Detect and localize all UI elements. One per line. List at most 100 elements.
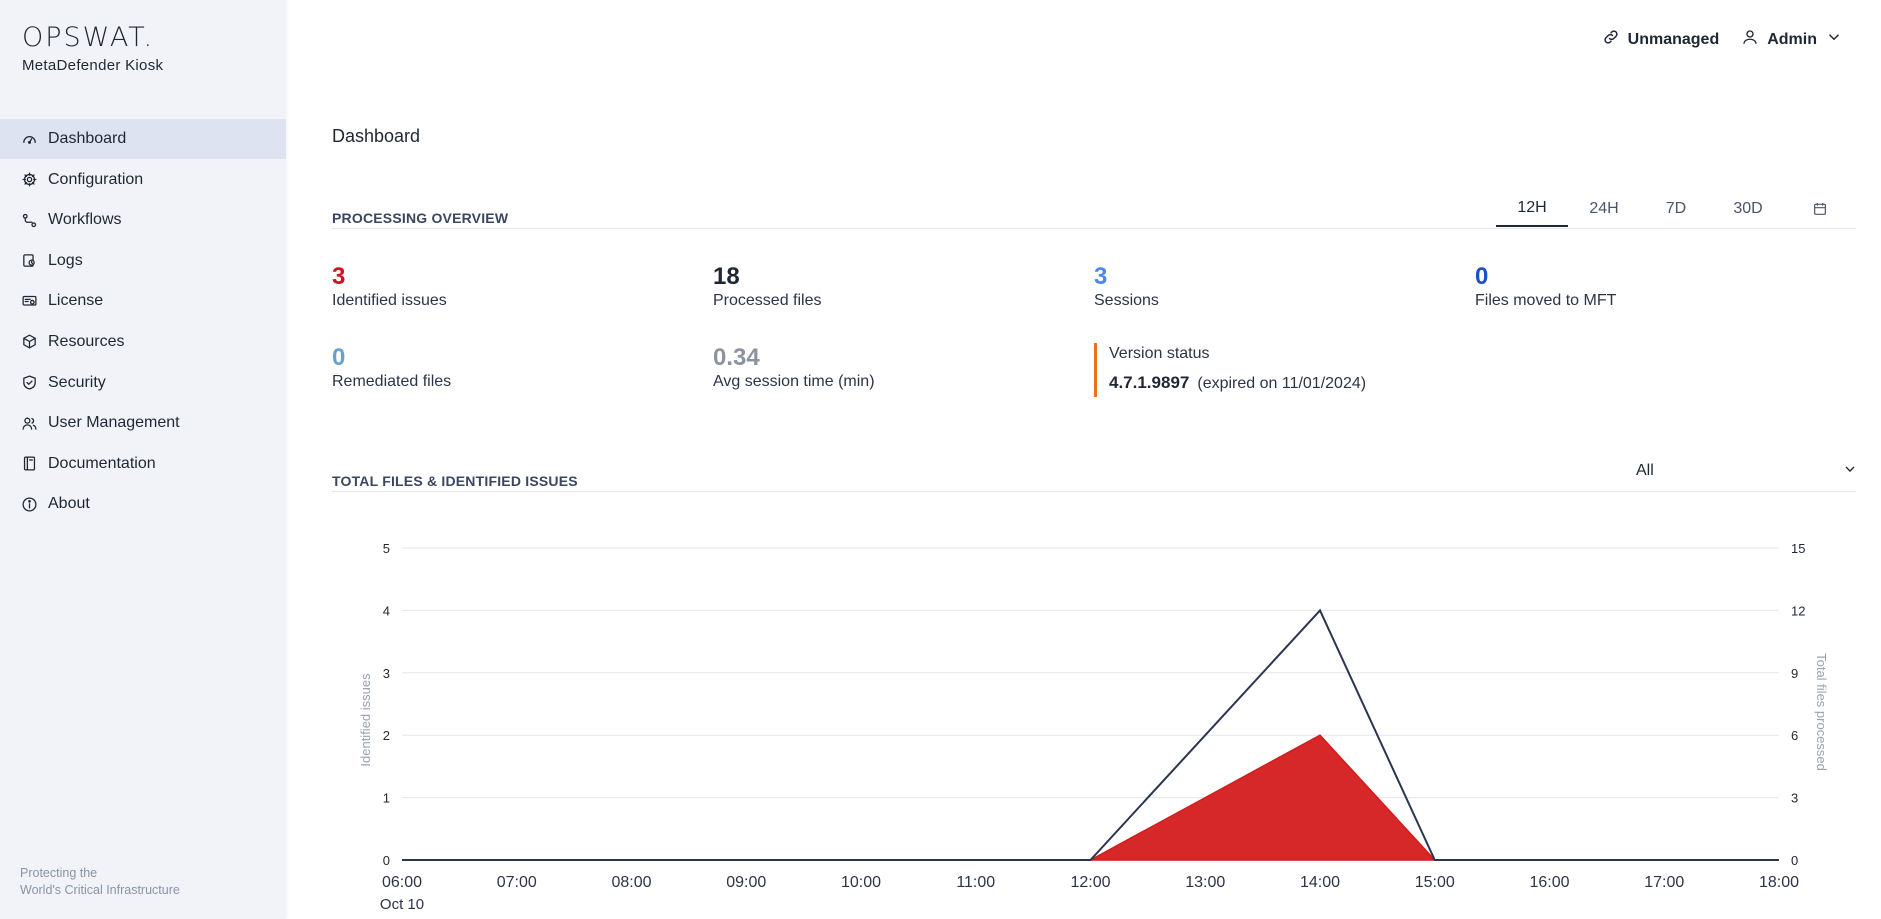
sidebar-item-documentation[interactable]: Documentation bbox=[0, 444, 286, 484]
right-tick-label: 12 bbox=[1791, 603, 1805, 618]
version-number: 4.7.1.9897 bbox=[1109, 373, 1190, 392]
sidebar-item-label: Security bbox=[48, 373, 106, 391]
dashboard-icon bbox=[20, 130, 38, 148]
metric-value: 18 bbox=[713, 263, 740, 290]
calendar-icon[interactable] bbox=[1784, 191, 1856, 227]
metric-avg-session: 0.34 Avg session time (min) bbox=[713, 344, 875, 391]
cube-icon bbox=[20, 333, 38, 351]
version-status-title: Version status bbox=[1109, 345, 1210, 362]
metric-value: 3 bbox=[332, 263, 346, 290]
topbar: Unmanaged Admin bbox=[1602, 28, 1843, 51]
sidebar-item-dashboard[interactable]: Dashboard bbox=[0, 119, 286, 159]
left-axis-title: Identified issues bbox=[358, 673, 373, 767]
product-name: MetaDefender Kiosk bbox=[22, 57, 164, 74]
right-tick-label: 0 bbox=[1791, 853, 1798, 868]
sidebar-item-label: License bbox=[48, 292, 104, 310]
metric-sessions: 3 Sessions bbox=[1094, 263, 1159, 310]
opswat-logo: OPSWAT. bbox=[22, 22, 155, 53]
right-tick-label: 6 bbox=[1791, 728, 1798, 743]
x-tick-label: 08:00 bbox=[611, 874, 651, 891]
tab-12h[interactable]: 12H bbox=[1496, 191, 1568, 227]
left-tick-label: 1 bbox=[383, 791, 390, 806]
sidebar-item-license[interactable]: License bbox=[0, 281, 286, 321]
metric-remediated-files: 0 Remediated files bbox=[332, 344, 451, 391]
tagline-line-1: Protecting the bbox=[20, 866, 98, 880]
shield-icon bbox=[20, 374, 38, 392]
section-divider bbox=[332, 228, 1856, 229]
x-tick-label: 07:00 bbox=[497, 874, 537, 891]
metric-label: Remediated files bbox=[332, 373, 452, 390]
sidebar-item-user-management[interactable]: User Management bbox=[0, 403, 286, 443]
issues-filter-select[interactable]: All bbox=[1636, 458, 1858, 484]
info-icon bbox=[20, 495, 38, 513]
select-value: All bbox=[1636, 462, 1654, 479]
x-tick-label: 15:00 bbox=[1415, 874, 1455, 891]
tab-30d[interactable]: 30D bbox=[1733, 200, 1763, 217]
version-status: Version status 4.7.1.9897 (expired on 11/… bbox=[1094, 343, 1366, 397]
x-tick-label: 09:00 bbox=[726, 874, 766, 891]
right-tick-label: 9 bbox=[1791, 666, 1798, 681]
metric-value: 0.34 bbox=[713, 344, 760, 371]
gear-icon bbox=[20, 171, 38, 189]
metric-label: Identified issues bbox=[332, 292, 447, 309]
left-tick-label: 0 bbox=[383, 853, 390, 868]
logs-icon bbox=[20, 252, 38, 270]
metric-value: 0 bbox=[332, 344, 346, 371]
book-icon bbox=[20, 455, 38, 473]
workflow-icon bbox=[20, 211, 38, 229]
version-note: (expired on 11/01/2024) bbox=[1197, 375, 1367, 392]
brand: OPSWAT. MetaDefender Kiosk bbox=[22, 24, 163, 74]
right-tick-label: 15 bbox=[1791, 541, 1805, 556]
x-tick-label: 13:00 bbox=[1185, 874, 1225, 891]
x-tick-label: 16:00 bbox=[1529, 874, 1569, 891]
chevron-down-icon bbox=[1842, 461, 1858, 482]
license-icon bbox=[20, 292, 38, 310]
sidebar-item-label: Workflows bbox=[48, 211, 122, 229]
total-files-line bbox=[402, 608, 1779, 861]
tagline-line-2: World's Critical Infrastructure bbox=[20, 883, 180, 897]
user-name: Admin bbox=[1767, 30, 1817, 48]
section-divider bbox=[332, 491, 1856, 492]
sidebar-nav: Dashboard Configuration Workflows Logs Licen… bbox=[0, 119, 286, 525]
user-menu[interactable]: Admin bbox=[1741, 28, 1843, 51]
sidebar-item-label: Dashboard bbox=[48, 130, 127, 147]
sidebar-item-workflows[interactable]: Workflows bbox=[0, 200, 286, 240]
x-tick-label: 17:00 bbox=[1644, 874, 1684, 891]
sidebar-item-label: User Management bbox=[48, 414, 180, 432]
sidebar-item-logs[interactable]: Logs bbox=[0, 241, 286, 281]
sidebar-item-configuration[interactable]: Configuration bbox=[0, 160, 286, 200]
sidebar-item-resources[interactable]: Resources bbox=[0, 322, 286, 362]
page-title: Dashboard bbox=[332, 126, 421, 146]
x-date-label: Oct 10 bbox=[380, 896, 424, 913]
metric-files-moved: 0 Files moved to MFT bbox=[1475, 263, 1616, 310]
users-icon bbox=[20, 414, 38, 432]
sidebar-item-about[interactable]: About bbox=[0, 484, 286, 524]
sidebar-item-label: Resources bbox=[48, 332, 125, 350]
left-tick-label: 3 bbox=[383, 666, 390, 681]
right-axis-title: Total files processed bbox=[1814, 653, 1829, 771]
x-tick-label: 10:00 bbox=[841, 874, 881, 891]
unmanaged-button[interactable]: Unmanaged bbox=[1602, 28, 1720, 51]
processing-overview-title: PROCESSING OVERVIEW bbox=[332, 210, 509, 226]
sidebar-item-label: About bbox=[48, 495, 90, 513]
sidebar-item-label: Configuration bbox=[48, 170, 144, 188]
metric-processed-files: 18 Processed files bbox=[713, 263, 822, 310]
chevron-down-icon bbox=[1825, 28, 1843, 51]
x-tick-label: 11:00 bbox=[956, 874, 995, 891]
x-tick-label: 12:00 bbox=[1070, 874, 1110, 891]
tab-24h[interactable]: 24H bbox=[1589, 200, 1619, 217]
x-tick-label: 14:00 bbox=[1300, 874, 1340, 891]
tab-7d[interactable]: 7D bbox=[1665, 200, 1687, 217]
total-files-issues-title: TOTAL FILES & IDENTIFIED ISSUES bbox=[332, 473, 578, 489]
metric-value: 3 bbox=[1094, 263, 1108, 290]
x-tick-label: 06:00 bbox=[382, 874, 422, 891]
user-icon bbox=[1741, 28, 1759, 51]
metric-label: Avg session time (min) bbox=[713, 373, 875, 390]
sidebar-item-security[interactable]: Security bbox=[0, 363, 286, 403]
metric-label: Sessions bbox=[1094, 292, 1159, 309]
right-tick-label: 3 bbox=[1791, 791, 1798, 806]
metric-identified-issues: 3 Identified issues bbox=[332, 263, 447, 310]
sidebar-item-label: Documentation bbox=[48, 454, 156, 472]
unmanaged-label: Unmanaged bbox=[1627, 30, 1720, 48]
